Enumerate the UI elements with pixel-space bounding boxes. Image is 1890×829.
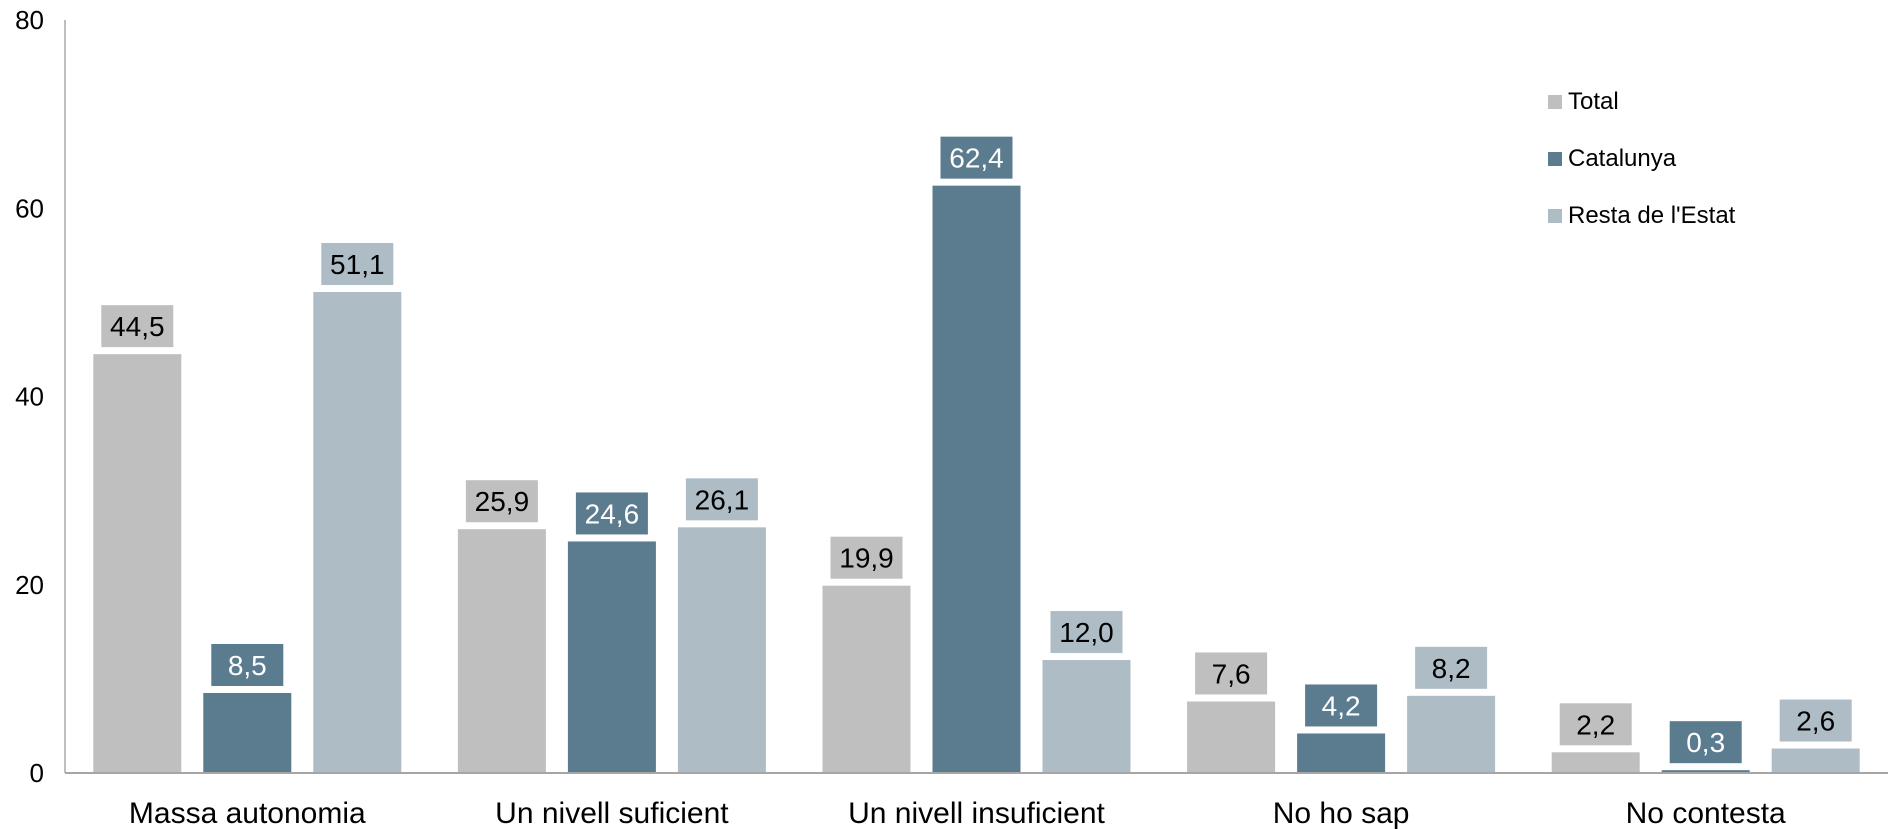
bar [93,354,182,773]
x-category-label: No ho sap [1273,797,1410,829]
data-label-box [575,492,648,535]
data-label: 0,3 [1686,727,1725,758]
y-tick-label: 80 [15,5,44,35]
y-tick-label: 20 [15,570,44,600]
data-label: 25,9 [475,486,530,517]
bar [1551,752,1640,773]
x-category-label: No contesta [1626,797,1786,829]
data-label: 44,5 [110,311,165,342]
data-label-box [940,136,1013,179]
bar [1771,748,1860,773]
data-label: 4,2 [1322,690,1361,721]
data-label-box [321,243,394,286]
data-label: 26,1 [695,484,750,515]
bar [1407,695,1496,773]
data-label-box [465,480,538,523]
x-category-label: Massa autonomia [129,797,366,829]
bar [457,529,546,773]
data-label-box [1050,611,1123,654]
x-category-label: Un nivell insuficient [848,797,1105,829]
bar [313,292,402,773]
bar [1187,701,1276,773]
bar [1661,770,1750,773]
legend-swatch [1548,95,1562,109]
data-label: 2,6 [1796,706,1835,737]
data-label: 51,1 [330,249,385,280]
data-label-box [211,643,284,686]
data-label: 19,9 [839,543,894,574]
legend: Total Catalunya Resta de l'Estat [1548,88,1736,229]
legend-label: Total [1568,88,1619,115]
bar [1297,733,1386,773]
data-label-box [685,478,758,521]
data-label-box [1195,652,1268,695]
data-label: 8,5 [228,650,267,681]
data-label: 12,0 [1059,617,1114,648]
data-label: 62,4 [949,143,1004,174]
bar [567,541,656,773]
y-tick-label: 60 [15,193,44,223]
bars: 44,5 8,5 51,1 25,9 24,6 26,1 19,9 62,4 12,0 7,6 4,… [93,136,1860,773]
data-label-box [1415,646,1488,689]
data-label-box [1559,703,1632,746]
legend-label: Resta de l'Estat [1568,202,1736,229]
bar [822,585,911,773]
bar [932,185,1021,773]
legend-swatch [1548,152,1562,166]
legend-swatch [1548,209,1562,223]
y-tick-label: 40 [15,382,44,412]
bar [677,527,766,773]
bar [1042,660,1131,773]
data-label-box [1305,684,1378,727]
data-label: 8,2 [1432,653,1471,684]
data-label: 24,6 [585,498,640,529]
bar [203,692,292,773]
x-category-label: Un nivell suficient [495,797,729,829]
y-tick-label: 0 [30,758,44,788]
y-axis-ticks: 0 20 40 60 80 [15,5,44,788]
data-label: 2,2 [1576,709,1615,740]
data-label-box [1669,721,1742,764]
data-label-box [1779,699,1852,742]
data-label-box [830,536,903,579]
legend-label: Catalunya [1568,145,1677,172]
data-label: 7,6 [1212,658,1251,689]
data-label-box [101,305,174,348]
x-axis-labels: Massa autonomia Un nivell suficient Un niv… [129,797,1786,829]
